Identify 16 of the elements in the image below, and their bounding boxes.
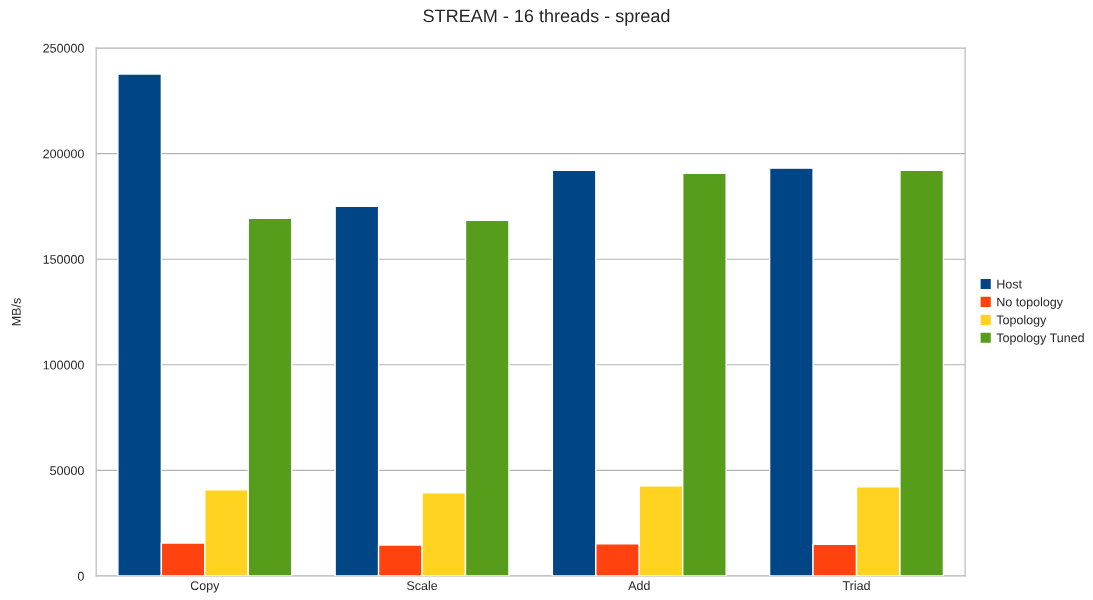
chart-title: STREAM - 16 threads - spread	[423, 9, 670, 26]
x-tick-label: Triad	[842, 580, 870, 591]
y-tick-label: 200000	[43, 149, 84, 159]
x-tick-label: Copy	[190, 581, 220, 593]
legend-label: Topology Tuned	[996, 333, 1084, 345]
x-tick-label: Scale	[406, 580, 438, 591]
y-tick-label: 50000	[50, 466, 84, 476]
y-axis-title: MB/s	[11, 298, 21, 326]
legend-label: Host	[997, 279, 1022, 289]
legend-label: Topology	[996, 315, 1047, 327]
y-tick-label: 250000	[43, 43, 84, 53]
legend-label: No topology	[997, 297, 1063, 309]
y-tick-label: 150000	[43, 255, 84, 264]
y-tick-label: 100000	[43, 360, 84, 370]
y-tick-label: 0	[77, 571, 84, 581]
x-tick-label: Add	[628, 580, 650, 591]
